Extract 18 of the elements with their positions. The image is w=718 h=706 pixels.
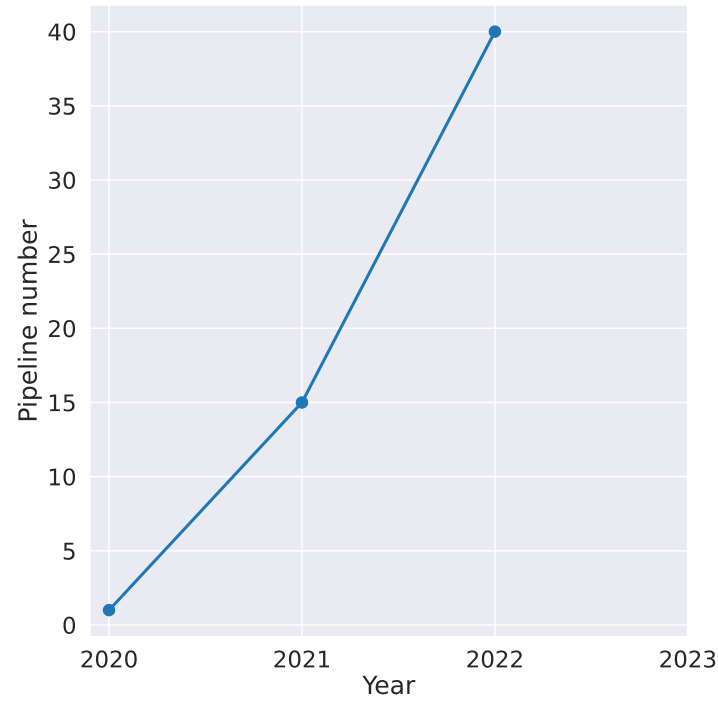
x-tick-label: 2021 xyxy=(274,650,330,668)
x-tick-label: 2020 xyxy=(82,650,137,668)
y-tick-label: 25 xyxy=(49,246,75,264)
y-tick-label: 10 xyxy=(50,468,76,486)
y-tick-label: 15 xyxy=(50,394,75,412)
point xyxy=(102,604,116,616)
y-tick-label: 5 xyxy=(64,542,75,560)
x-axis-title: Year xyxy=(362,676,416,694)
y-axis-title: Pipeline number xyxy=(18,219,42,420)
x-tick-label: 2023 xyxy=(660,650,716,668)
y-tick-label: 35 xyxy=(49,98,75,115)
point xyxy=(296,396,308,409)
point xyxy=(488,25,502,38)
x-tick-label: 2022 xyxy=(467,650,522,668)
y-tick-label: 30 xyxy=(49,172,76,189)
y-tick-label: 0 xyxy=(63,616,76,634)
y-tick-label: 40 xyxy=(48,23,76,41)
y-tick-label: 20 xyxy=(49,320,76,338)
